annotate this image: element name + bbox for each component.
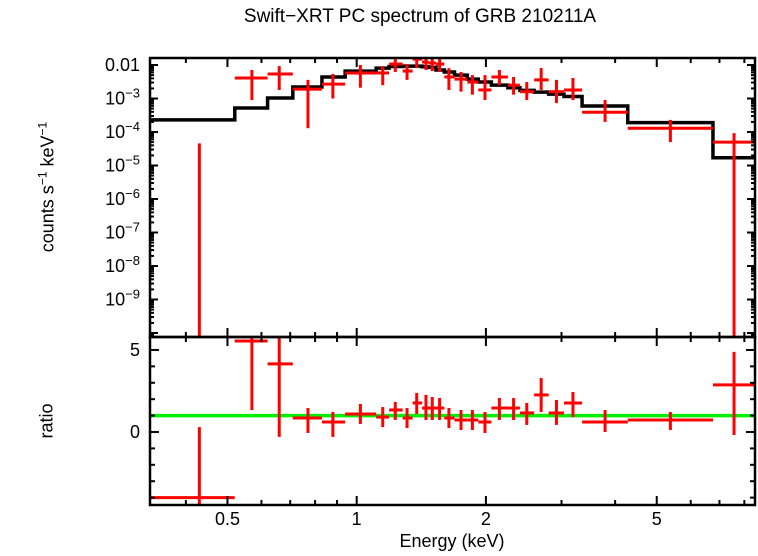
spectrum-data-point — [345, 65, 377, 88]
tick-labels: 0.01 10−3 10−4 10−5 10−6 10−7 10−8 10−9 0 5 0.5 1 2 5 — [105, 55, 662, 529]
spectrum-data-point — [467, 75, 479, 95]
spectrum-data-point — [563, 77, 583, 101]
ratio-data-point — [292, 408, 322, 433]
ratio-data-point — [534, 378, 549, 412]
spectrum-data-point — [376, 66, 390, 86]
spectrum-data-point — [428, 58, 436, 72]
ratio-data-point — [454, 410, 468, 431]
y-tick-label: 5 — [130, 340, 140, 360]
ratio-data-point — [321, 411, 346, 437]
ratio-data-point — [412, 392, 423, 414]
y-tick-label: 10−8 — [105, 253, 140, 276]
spectrum-data-point — [534, 68, 549, 90]
ratio-data-point — [389, 401, 403, 421]
ratio-data-point — [627, 411, 713, 431]
x-tick-label: 0.5 — [215, 509, 240, 529]
ratio-data-point — [548, 400, 564, 425]
ratio-data-point — [234, 337, 268, 411]
spectrum-data-point — [422, 58, 429, 71]
ratio-data-point — [712, 351, 755, 435]
spectrum-data-point — [267, 66, 293, 90]
ratio-data-point — [428, 397, 436, 421]
spectrum-data-point — [321, 73, 346, 99]
spectrum-data-point — [444, 68, 455, 90]
spectrum-data-point — [478, 75, 492, 101]
axis-ticks — [150, 58, 755, 505]
model-line — [150, 64, 755, 160]
spectrum-data-point — [454, 71, 468, 92]
ratio-data-point — [345, 403, 377, 424]
spectrum-data-point — [234, 70, 268, 101]
spectrum-data-point — [548, 79, 564, 104]
y-tick-label: 0 — [130, 422, 140, 442]
panel-frames — [148, 56, 757, 507]
ratio-data-point — [467, 410, 479, 431]
ratio-data-point — [444, 408, 455, 429]
spectrum-data-point — [292, 79, 322, 129]
ratio-data-point — [267, 337, 293, 437]
spectrum-data-point — [491, 70, 508, 86]
y-tick-label: 10−6 — [105, 186, 140, 209]
spectrum-data-point — [389, 58, 403, 72]
spectrum-data-point — [582, 100, 628, 122]
x-axis-label-energy: Energy (keV) — [399, 531, 505, 551]
y-tick-label: 0.01 — [105, 55, 140, 75]
y-tick-label: 10−4 — [105, 119, 140, 142]
y-tick-label: 10−7 — [105, 220, 140, 243]
ratio-data-point — [422, 394, 429, 421]
x-tick-label: 1 — [352, 509, 362, 529]
ratio-data-point — [582, 410, 628, 432]
ratio-data-point — [491, 398, 508, 421]
spectrum-data-point — [627, 119, 713, 143]
ratio-data-point — [150, 427, 235, 505]
y-tick-label: 10−5 — [105, 153, 140, 176]
spectrum-data-point — [435, 59, 445, 72]
ratio-data-point — [435, 398, 445, 421]
ratio-data-point — [563, 391, 583, 418]
ratio-data-point — [519, 402, 535, 425]
ratio-data-point — [376, 407, 390, 428]
spectrum-data-point — [519, 82, 535, 101]
y-tick-label: 10−9 — [105, 287, 140, 310]
ratio-data-point — [507, 398, 520, 421]
ratio-data-point — [478, 411, 492, 433]
spectrum-data-point — [402, 64, 413, 80]
plot-title: Swift−XRT PC spectrum of GRB 210211A — [243, 6, 597, 27]
ratio-data-point — [402, 408, 413, 429]
x-tick-label: 5 — [652, 509, 662, 529]
spectrum-data-point — [507, 76, 520, 95]
spectrum-data-point — [712, 133, 755, 337]
spectrum-data-points — [197, 58, 755, 337]
ratio-data-points — [150, 337, 755, 505]
x-tick-label: 2 — [481, 509, 491, 529]
y-tick-label: 10−3 — [105, 86, 140, 109]
